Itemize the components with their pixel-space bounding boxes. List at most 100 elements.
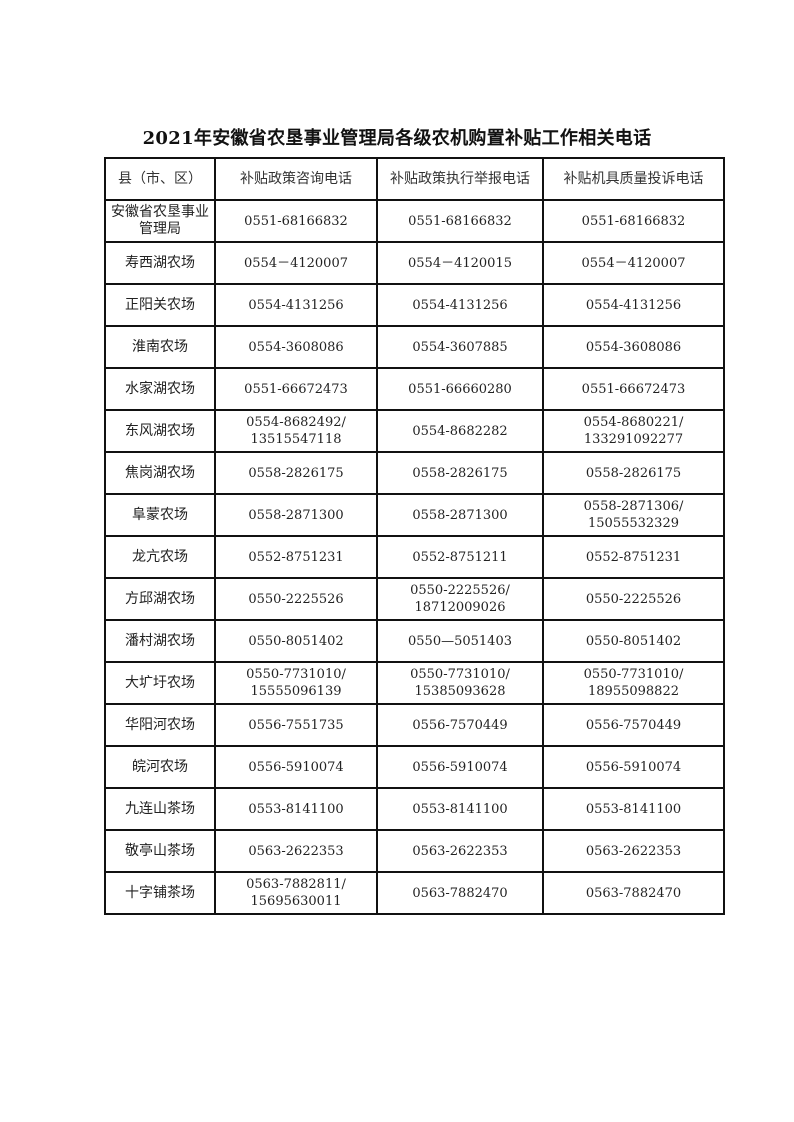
- table-row: 东风湖农场 0554-8682492/13515547118 0554-868228…: [104, 409, 725, 453]
- cell-line: 敬亭山茶场: [125, 842, 195, 859]
- cell-line: 0552-8751231: [585, 549, 682, 565]
- cell-line: 0550-2225526/: [410, 583, 510, 598]
- header-report-phone: 补贴政策执行举报电话: [376, 157, 544, 201]
- cell-line: 阜蒙农场: [132, 506, 188, 523]
- cell-line: 0556-7570449: [412, 717, 508, 733]
- cell-line: 0556-5910074: [585, 759, 682, 775]
- report-phone-cell: 0558-2871300: [376, 493, 544, 537]
- complaint-phone-cell: 0554-4131256: [542, 283, 725, 327]
- cell-line: 方邱湖农场: [125, 590, 195, 607]
- complaint-phone-cell: 0550-2225526: [542, 577, 725, 621]
- cell-line: 0553-8141100: [412, 801, 508, 817]
- complaint-phone-cell: 0563-7882470: [542, 871, 725, 915]
- complaint-phone-cell: 0551-68166832: [542, 199, 725, 243]
- table-row: 皖河农场 0556-5910074 0556-5910074 0556-5910074: [104, 745, 725, 789]
- cell-line: 寿西湖农场: [125, 254, 195, 271]
- cell-line: 0550-7731010/: [583, 667, 684, 682]
- header-row: 县（市、区） 补贴政策咨询电话 补贴政策执行举报电话 补贴机具质量投诉电话: [104, 157, 725, 201]
- unit-cell: 大圹圩农场: [104, 661, 216, 705]
- complaint-phone-cell: 0554-8680221/133291092277: [542, 409, 725, 453]
- cell-line: 0554－4120007: [581, 255, 686, 271]
- consult-phone-cell: 0551-66672473: [214, 367, 378, 411]
- cell-line: 焦岗湖农场: [125, 464, 195, 481]
- report-phone-cell: 0554-3607885: [376, 325, 544, 369]
- unit-cell: 阜蒙农场: [104, 493, 216, 537]
- cell-line: 0550-7731010/: [246, 667, 346, 682]
- cell-line: 0553-8141100: [248, 801, 344, 817]
- cell-line: 0556-5910074: [248, 759, 344, 775]
- table-row: 敬亭山茶场 0563-2622353 0563-2622353 0563-262235…: [104, 829, 725, 873]
- cell-line: 0551-68166832: [581, 213, 686, 229]
- cell-line: 0550-8051402: [248, 633, 344, 649]
- report-phone-cell: 0556-5910074: [376, 745, 544, 789]
- consult-phone-cell: 0558-2826175: [214, 451, 378, 495]
- complaint-phone-cell: 0563-2622353: [542, 829, 725, 873]
- consult-phone-cell: 0563-7882811/15695630011: [214, 871, 378, 915]
- cell-line: 0554-4131256: [248, 297, 344, 313]
- complaint-phone-cell: 0550-7731010/18955098822: [542, 661, 725, 705]
- cell-line: 淮南农场: [132, 338, 188, 355]
- unit-cell: 皖河农场: [104, 745, 216, 789]
- unit-cell: 龙亢农场: [104, 535, 216, 579]
- complaint-phone-cell: 0554－4120007: [542, 241, 725, 285]
- consult-phone-cell: 0558-2871300: [214, 493, 378, 537]
- report-phone-cell: 0563-2622353: [376, 829, 544, 873]
- cell-line: 0551-66672473: [581, 381, 686, 397]
- consult-phone-cell: 0550-2225526: [214, 577, 378, 621]
- complaint-phone-cell: 0556-7570449: [542, 703, 725, 747]
- cell-line: 0550-8051402: [585, 633, 682, 649]
- unit-cell: 十字铺茶场: [104, 871, 216, 915]
- report-phone-cell: 0556-7570449: [376, 703, 544, 747]
- complaint-phone-cell: 0552-8751231: [542, 535, 725, 579]
- report-phone-cell: 0550-2225526/18712009026: [376, 577, 544, 621]
- cell-line: 0558-2826175: [585, 465, 682, 481]
- cell-line: 0554-3608086: [248, 339, 344, 355]
- table-row: 大圹圩农场 0550-7731010/15555096139 0550-773101…: [104, 661, 725, 705]
- cell-line: 13515547118: [250, 432, 342, 447]
- report-phone-cell: 0563-7882470: [376, 871, 544, 915]
- cell-line: 大圹圩农场: [125, 674, 195, 691]
- complaint-phone-cell: 0556-5910074: [542, 745, 725, 789]
- unit-cell: 水家湖农场: [104, 367, 216, 411]
- table-row: 十字铺茶场 0563-7882811/15695630011 0563-788247…: [104, 871, 725, 915]
- report-phone-cell: 0550-7731010/15385093628: [376, 661, 544, 705]
- cell-line: 133291092277: [583, 432, 684, 447]
- table-row: 九连山茶场 0553-8141100 0553-8141100 0553-814110…: [104, 787, 725, 831]
- cell-line: 0558-2871300: [412, 507, 508, 523]
- header-consult-phone: 补贴政策咨询电话: [214, 157, 378, 201]
- cell-line: 0551-66672473: [244, 381, 348, 397]
- cell-line: 0550-2225526: [585, 591, 682, 607]
- cell-line: 15385093628: [414, 684, 506, 699]
- consult-phone-cell: 0563-2622353: [214, 829, 378, 873]
- complaint-phone-cell: 0553-8141100: [542, 787, 725, 831]
- consult-phone-cell: 0556-5910074: [214, 745, 378, 789]
- unit-cell: 华阳河农场: [104, 703, 216, 747]
- cell-line: 15695630011: [250, 894, 342, 909]
- cell-line: 0554-3608086: [585, 339, 682, 355]
- table-row: 龙亢农场 0552-8751231 0552-8751211 0552-8751231: [104, 535, 725, 579]
- cell-line: 龙亢农场: [132, 548, 188, 565]
- report-phone-cell: 0552-8751211: [376, 535, 544, 579]
- cell-line: 0550-2225526: [248, 591, 344, 607]
- cell-line: 东风湖农场: [125, 422, 195, 439]
- header-complaint-phone: 补贴机具质量投诉电话: [542, 157, 725, 201]
- cell-line: 18712009026: [414, 600, 506, 615]
- consult-phone-cell: 0553-8141100: [214, 787, 378, 831]
- unit-cell: 方邱湖农场: [104, 577, 216, 621]
- report-phone-cell: 0550—5051403: [376, 619, 544, 663]
- cell-line: 华阳河农场: [125, 716, 195, 733]
- cell-line: 0558-2871306/: [583, 499, 684, 514]
- cell-line: 0554-8682282: [412, 423, 508, 439]
- cell-line: 潘村湖农场: [125, 632, 195, 649]
- unit-cell: 寿西湖农场: [104, 241, 216, 285]
- report-phone-cell: 0551-68166832: [376, 199, 544, 243]
- report-phone-cell: 0554－4120015: [376, 241, 544, 285]
- cell-line: 0556-7551735: [248, 717, 344, 733]
- consult-phone-cell: 0554－4120007: [214, 241, 378, 285]
- complaint-phone-cell: 0558-2871306/15055532329: [542, 493, 725, 537]
- cell-line: 0552-8751211: [412, 549, 508, 565]
- cell-line: 0554－4120015: [408, 255, 512, 271]
- cell-line: 0550—5051403: [408, 633, 512, 649]
- table-row: 水家湖农场 0551-66672473 0551-66660280 0551-6667…: [104, 367, 725, 411]
- unit-cell: 潘村湖农场: [104, 619, 216, 663]
